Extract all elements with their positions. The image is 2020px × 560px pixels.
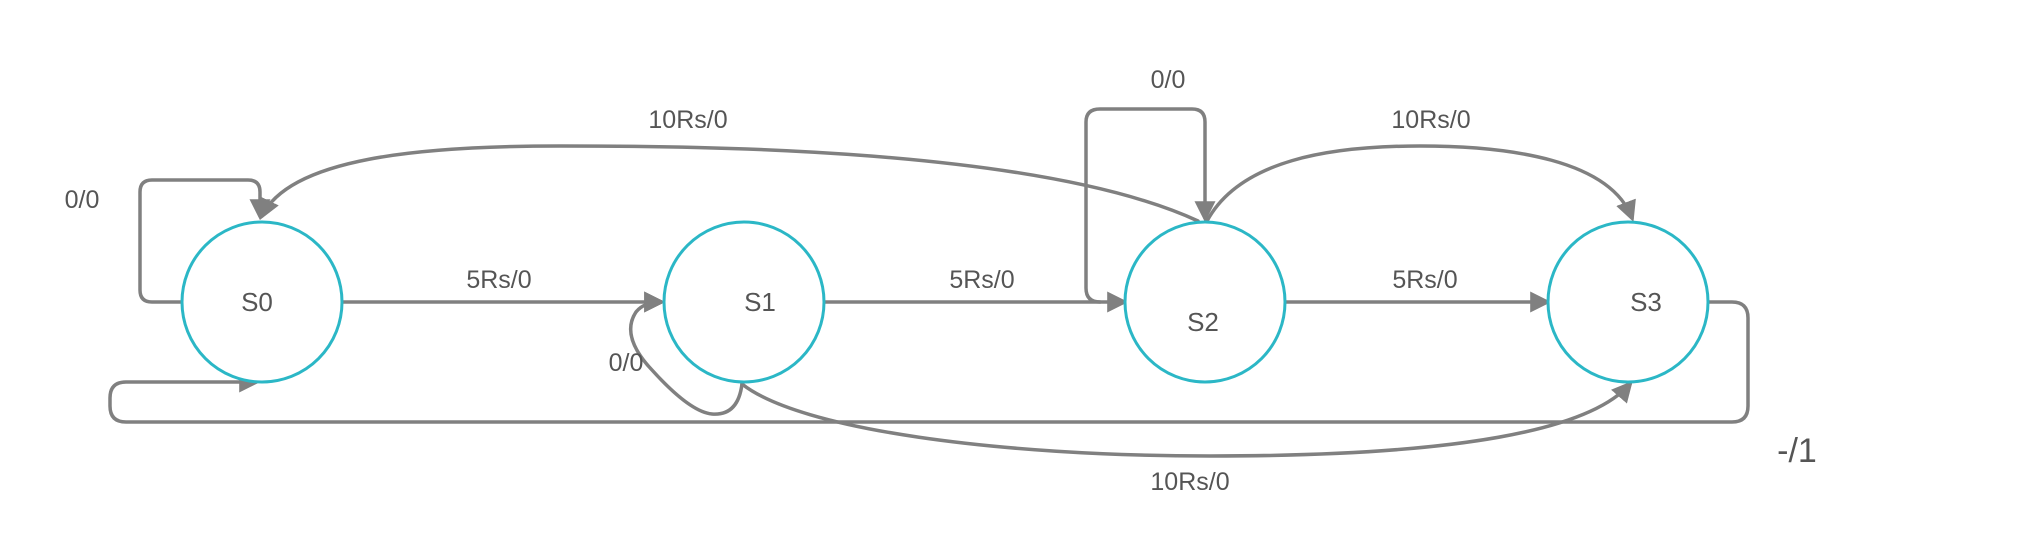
state-circle — [180, 220, 344, 384]
state-label: S2 — [1187, 307, 1219, 337]
state-label: S0 — [241, 287, 273, 317]
state-s3: S3 — [1546, 220, 1710, 384]
state-s0: S0 — [180, 220, 344, 384]
label-s2-self: 0/0 — [1151, 66, 1186, 94]
state-s2: S2 — [1123, 220, 1287, 384]
label-s3-s0: -/1 — [1777, 432, 1817, 470]
label-s1-s2: 5Rs/0 — [949, 266, 1014, 294]
state-label: S1 — [744, 287, 776, 317]
edge-s2-s3-arc — [1205, 144, 1636, 223]
state-label: S3 — [1630, 287, 1662, 317]
label-s2-s3-arc: 10Rs/0 — [1391, 106, 1470, 134]
state-s1: S1 — [662, 220, 826, 384]
label-s1-s3: 10Rs/0 — [1150, 468, 1229, 496]
edge-s3-s0 — [108, 300, 1750, 424]
label-s1-self: 0/0 — [609, 349, 644, 377]
label-s2-s0: 10Rs/0 — [648, 106, 727, 134]
edge-s1-s3 — [740, 380, 1633, 458]
edge-s1-self — [628, 291, 744, 416]
state-circle — [1123, 220, 1287, 384]
edge-s2-s0 — [259, 144, 1200, 223]
edge-s2-self — [1084, 107, 1216, 304]
state-circle — [1546, 220, 1710, 384]
label-s0-self: 0/0 — [65, 186, 100, 214]
label-s2-s3: 5Rs/0 — [1392, 266, 1457, 294]
state-circle — [662, 220, 826, 384]
edge-s0-self — [138, 178, 271, 304]
label-s0-s1: 5Rs/0 — [466, 266, 531, 294]
